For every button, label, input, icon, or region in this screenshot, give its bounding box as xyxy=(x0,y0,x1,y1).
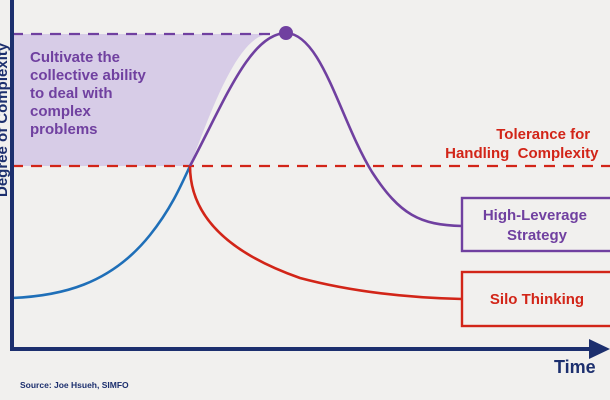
y-axis-label: Degree of Complexity xyxy=(0,42,11,197)
cultivate-region xyxy=(12,34,270,166)
high-leverage-line-1: High-Leverage xyxy=(483,207,587,224)
peak-point xyxy=(279,26,293,40)
cultivate-annotation: Cultivate the collective ability to deal… xyxy=(30,49,150,138)
cultivate-line-2: collective ability xyxy=(30,67,147,84)
tolerance-line-2: Handling Complexity xyxy=(445,145,599,162)
rising-complexity-curve xyxy=(11,165,192,300)
tolerance-label: Tolerance for Handling Complexity xyxy=(0,0,610,162)
silo-thinking-curve xyxy=(188,165,463,301)
high-leverage-label: High-Leverage Strategy xyxy=(483,207,591,244)
x-axis-arrow-icon xyxy=(589,339,610,359)
cultivate-line-4: complex xyxy=(30,103,92,120)
high-leverage-box xyxy=(460,196,610,253)
cultivate-line-1: Cultivate the xyxy=(30,49,120,66)
high-leverage-curve xyxy=(188,31,463,228)
silo-thinking-label: Silo Thinking xyxy=(490,291,584,308)
high-leverage-line-2: Strategy xyxy=(507,227,568,244)
silo-thinking-box xyxy=(460,270,610,328)
tolerance-line-1: Tolerance for xyxy=(496,126,590,143)
cultivate-line-5: problems xyxy=(30,121,98,138)
cultivate-line-3: to deal with xyxy=(30,85,113,102)
x-axis-label: Time xyxy=(554,357,596,377)
source-note: Source: Joe Hsueh, SIMFO xyxy=(20,380,129,390)
